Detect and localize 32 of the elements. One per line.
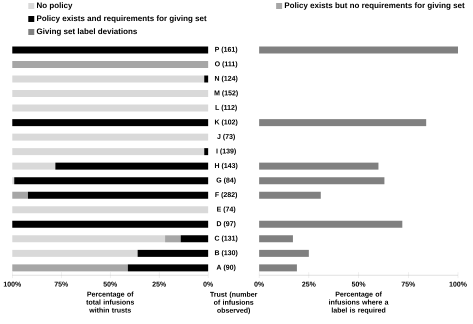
bar (259, 250, 309, 257)
bar (12, 192, 28, 199)
bar (12, 206, 208, 214)
bar (12, 250, 138, 257)
bar (259, 235, 293, 242)
bar (12, 46, 208, 54)
bar (138, 250, 208, 257)
bar (204, 76, 208, 83)
bar (259, 162, 378, 170)
bar (128, 264, 208, 272)
bar (12, 148, 204, 156)
bar (12, 220, 208, 228)
bar (165, 235, 181, 242)
bar (259, 119, 426, 126)
bar (28, 192, 208, 199)
bar (180, 235, 208, 242)
bar (259, 192, 321, 199)
bar (12, 119, 208, 126)
bar (12, 162, 56, 170)
bar (204, 148, 208, 156)
bar (259, 264, 297, 272)
bar (259, 177, 384, 184)
bar (12, 134, 208, 141)
bar (14, 177, 208, 184)
bar (12, 90, 208, 98)
bar (259, 46, 458, 54)
bar (12, 104, 208, 112)
bar (12, 61, 208, 68)
bar (12, 76, 204, 83)
bar (12, 235, 166, 242)
bar (259, 220, 402, 228)
bar (55, 162, 208, 170)
